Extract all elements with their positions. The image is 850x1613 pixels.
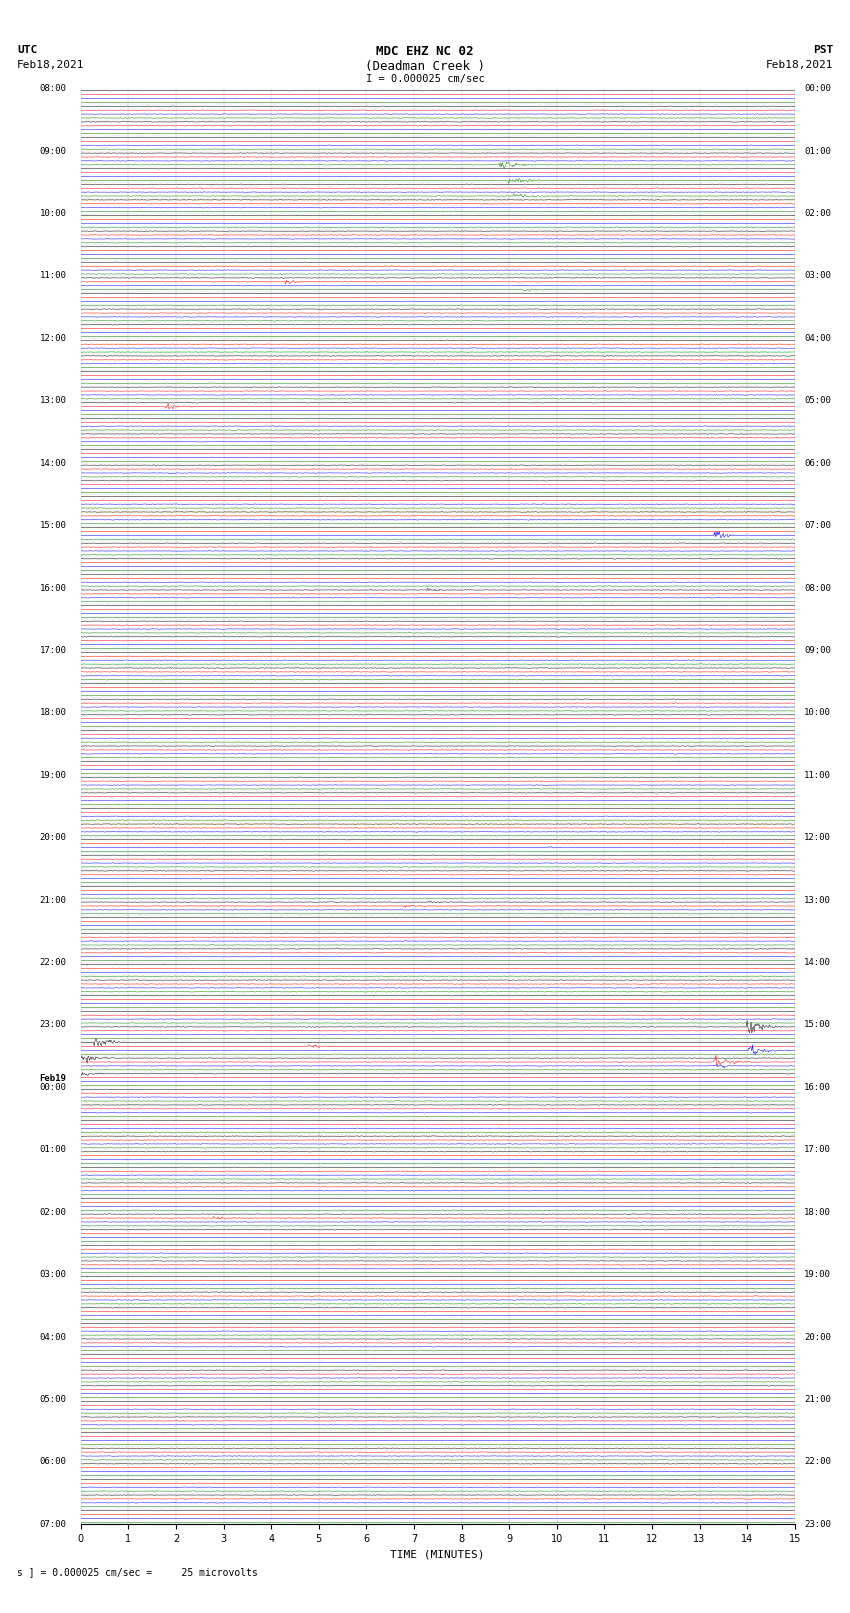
Text: PST: PST xyxy=(813,45,833,55)
Text: 22:00: 22:00 xyxy=(804,1458,831,1466)
Text: 01:00: 01:00 xyxy=(804,147,831,155)
Text: 08:00: 08:00 xyxy=(804,584,831,592)
Text: MDC EHZ NC 02: MDC EHZ NC 02 xyxy=(377,45,473,58)
Text: 15:00: 15:00 xyxy=(40,521,66,531)
X-axis label: TIME (MINUTES): TIME (MINUTES) xyxy=(390,1550,485,1560)
Text: 11:00: 11:00 xyxy=(804,771,831,779)
Text: 19:00: 19:00 xyxy=(40,771,66,779)
Text: 04:00: 04:00 xyxy=(804,334,831,344)
Text: 22:00: 22:00 xyxy=(40,958,66,968)
Text: 14:00: 14:00 xyxy=(40,458,66,468)
Text: 19:00: 19:00 xyxy=(804,1269,831,1279)
Text: 13:00: 13:00 xyxy=(804,895,831,905)
Text: 03:00: 03:00 xyxy=(804,271,831,281)
Text: 16:00: 16:00 xyxy=(40,584,66,592)
Text: 05:00: 05:00 xyxy=(804,397,831,405)
Text: 17:00: 17:00 xyxy=(40,645,66,655)
Text: 10:00: 10:00 xyxy=(40,210,66,218)
Text: 14:00: 14:00 xyxy=(804,958,831,968)
Text: 02:00: 02:00 xyxy=(804,210,831,218)
Text: 13:00: 13:00 xyxy=(40,397,66,405)
Text: 21:00: 21:00 xyxy=(804,1395,831,1403)
Text: 09:00: 09:00 xyxy=(40,147,66,155)
Text: (Deadman Creek ): (Deadman Creek ) xyxy=(365,60,485,73)
Text: 12:00: 12:00 xyxy=(804,834,831,842)
Text: 18:00: 18:00 xyxy=(40,708,66,718)
Text: 04:00: 04:00 xyxy=(40,1332,66,1342)
Text: 08:00: 08:00 xyxy=(40,84,66,94)
Text: 21:00: 21:00 xyxy=(40,895,66,905)
Text: 11:00: 11:00 xyxy=(40,271,66,281)
Text: 20:00: 20:00 xyxy=(40,834,66,842)
Text: I = 0.000025 cm/sec: I = 0.000025 cm/sec xyxy=(366,74,484,84)
Text: Feb18,2021: Feb18,2021 xyxy=(17,60,84,69)
Text: 23:00: 23:00 xyxy=(804,1519,831,1529)
Text: 03:00: 03:00 xyxy=(40,1269,66,1279)
Text: s ] = 0.000025 cm/sec =     25 microvolts: s ] = 0.000025 cm/sec = 25 microvolts xyxy=(17,1568,258,1578)
Text: 02:00: 02:00 xyxy=(40,1208,66,1216)
Text: 05:00: 05:00 xyxy=(40,1395,66,1403)
Text: UTC: UTC xyxy=(17,45,37,55)
Text: 00:00: 00:00 xyxy=(40,1082,66,1092)
Text: 17:00: 17:00 xyxy=(804,1145,831,1155)
Text: 00:00: 00:00 xyxy=(804,84,831,94)
Text: 16:00: 16:00 xyxy=(804,1082,831,1092)
Text: 20:00: 20:00 xyxy=(804,1332,831,1342)
Text: Feb18,2021: Feb18,2021 xyxy=(766,60,833,69)
Text: 23:00: 23:00 xyxy=(40,1021,66,1029)
Text: Feb19: Feb19 xyxy=(40,1074,66,1082)
Text: 07:00: 07:00 xyxy=(40,1519,66,1529)
Text: 06:00: 06:00 xyxy=(40,1458,66,1466)
Text: 15:00: 15:00 xyxy=(804,1021,831,1029)
Text: 10:00: 10:00 xyxy=(804,708,831,718)
Text: 01:00: 01:00 xyxy=(40,1145,66,1155)
Text: 06:00: 06:00 xyxy=(804,458,831,468)
Text: 07:00: 07:00 xyxy=(804,521,831,531)
Text: 18:00: 18:00 xyxy=(804,1208,831,1216)
Text: 12:00: 12:00 xyxy=(40,334,66,344)
Text: 09:00: 09:00 xyxy=(804,645,831,655)
